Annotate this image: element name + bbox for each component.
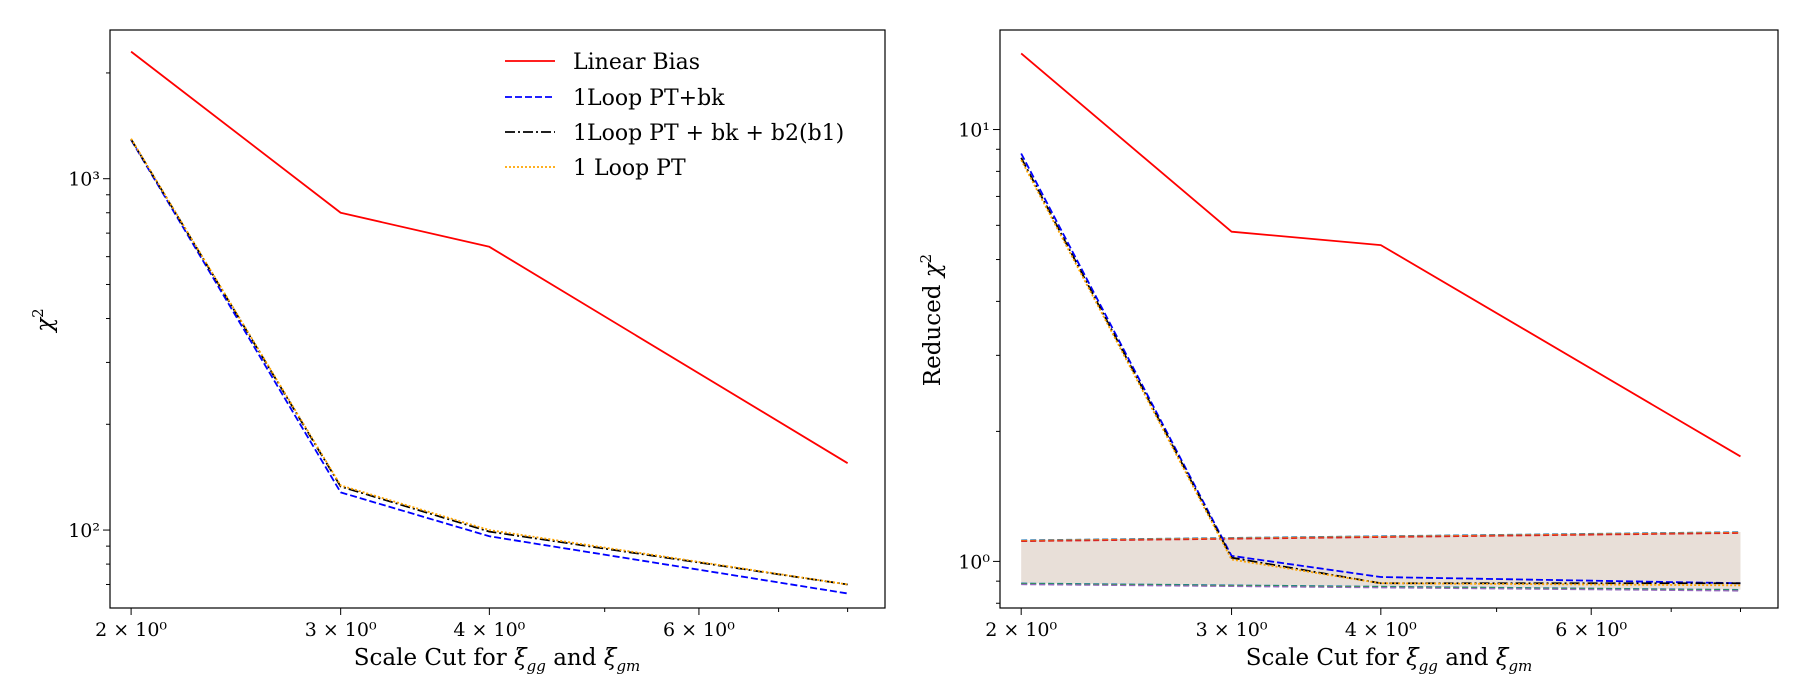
legend: Linear Bias 1Loop PT+bk 1Loop PT + bk + … — [505, 50, 844, 181]
series-lines-right — [1020, 52, 1741, 587]
plot-frame-left — [109, 29, 886, 609]
series-line-1loop-pt-bk-right — [1020, 153, 1741, 585]
y-tick-label-left: 10³ — [68, 169, 100, 191]
legend-label-1loop-pt-bk-b2: 1Loop PT + bk + b2(b1) — [573, 121, 844, 146]
plot-frame-right — [999, 29, 1779, 609]
x-tick-label-left: 6 × 10⁰ — [663, 619, 735, 641]
legend-label-linear-bias: Linear Bias — [573, 50, 700, 75]
legend-label-1loop-pt-bk: 1Loop PT+bk — [573, 86, 725, 111]
axis-ticks-right: 2 × 10⁰ 3 × 10⁰ 4 × 10⁰ 6 × 10⁰ 10⁰ 10¹ — [958, 120, 1741, 641]
y-axis-label-left: χ2 — [29, 308, 58, 333]
chart-left: 2 × 10⁰ 3 × 10⁰ 4 × 10⁰ 6 × 10⁰ 10² 10³ Scale… — [29, 29, 886, 675]
series-line-1loop-pt-bk-left — [130, 139, 848, 595]
x-axis-label-left: Scale Cut for ξgg and ξgm — [354, 645, 641, 675]
x-tick-label-right: 4 × 10⁰ — [1345, 619, 1417, 641]
x-tick-label-right: 6 × 10⁰ — [1555, 619, 1627, 641]
y-axis-label-right: Reduced χ2 — [917, 254, 946, 386]
x-tick-label-left: 4 × 10⁰ — [453, 619, 525, 641]
x-tick-label-right: 3 × 10⁰ — [1196, 619, 1268, 641]
series-line-linear-bias-left — [130, 50, 849, 464]
series-line-1loop-pt-bk-b2-left — [130, 138, 848, 586]
x-axis-label-right: Scale Cut for ξgg and ξgm — [1246, 645, 1533, 675]
chart-right: 2 × 10⁰ 3 × 10⁰ 4 × 10⁰ 6 × 10⁰ 10⁰ 10¹ Scale… — [917, 29, 1779, 675]
reference-band — [1021, 531, 1741, 592]
legend-label-1-loop-pt: 1 Loop PT — [573, 156, 686, 181]
y-tick-label-right: 10¹ — [958, 120, 990, 142]
series-line-linear-bias-right — [1020, 52, 1741, 458]
x-tick-label-left: 3 × 10⁰ — [305, 619, 377, 641]
y-tick-label-left: 10² — [68, 520, 100, 542]
series-line-1loop-pt-bk-b2-right — [1020, 157, 1741, 585]
band-upper-line — [1021, 532, 1741, 543]
x-tick-label-right: 2 × 10⁰ — [985, 619, 1057, 641]
series-line-1-loop-pt-right — [1020, 159, 1741, 587]
axis-ticks-left: 2 × 10⁰ 3 × 10⁰ 4 × 10⁰ 6 × 10⁰ 10² 10³ — [68, 72, 849, 641]
band-fill — [1021, 531, 1741, 590]
series-line-1-loop-pt-left — [130, 138, 848, 586]
x-tick-label-left: 2 × 10⁰ — [95, 619, 167, 641]
y-tick-label-right: 10⁰ — [958, 551, 990, 573]
series-lines-left — [130, 50, 849, 595]
band-lower-line — [1021, 583, 1741, 592]
